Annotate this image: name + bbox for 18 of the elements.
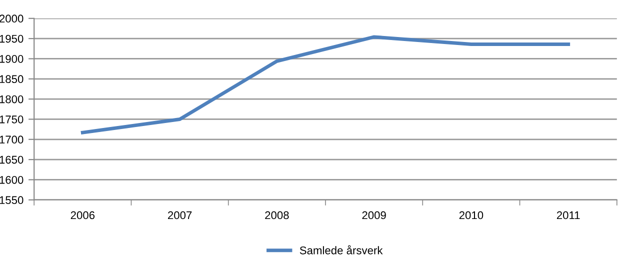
x-tick-label: 2006 (70, 211, 95, 220)
y-tick-label: 1950 (0, 34, 24, 43)
line-series (80, 35, 570, 134)
y-tick-label: 1600 (0, 176, 24, 184)
x-tick-label: 2010 (459, 211, 484, 220)
x-tick-label: 2009 (362, 211, 386, 220)
y-tick-label: 1850 (0, 75, 24, 84)
y-tick-label: 1650 (0, 156, 24, 164)
y-tick-label: 1700 (0, 136, 24, 144)
y-tick-label: 1750 (0, 115, 24, 124)
x-tick-label: 2011 (556, 211, 580, 220)
y-tick-label: 2000 (0, 14, 24, 23)
y-tick-label: 1900 (0, 55, 24, 63)
y-tick-label: 1550 (0, 196, 24, 204)
legend-label: Samlede årsverk (300, 245, 383, 254)
x-tick-label: 2007 (168, 211, 192, 220)
x-tick-label: 2008 (265, 211, 289, 220)
y-tick-label: 1800 (0, 95, 24, 104)
